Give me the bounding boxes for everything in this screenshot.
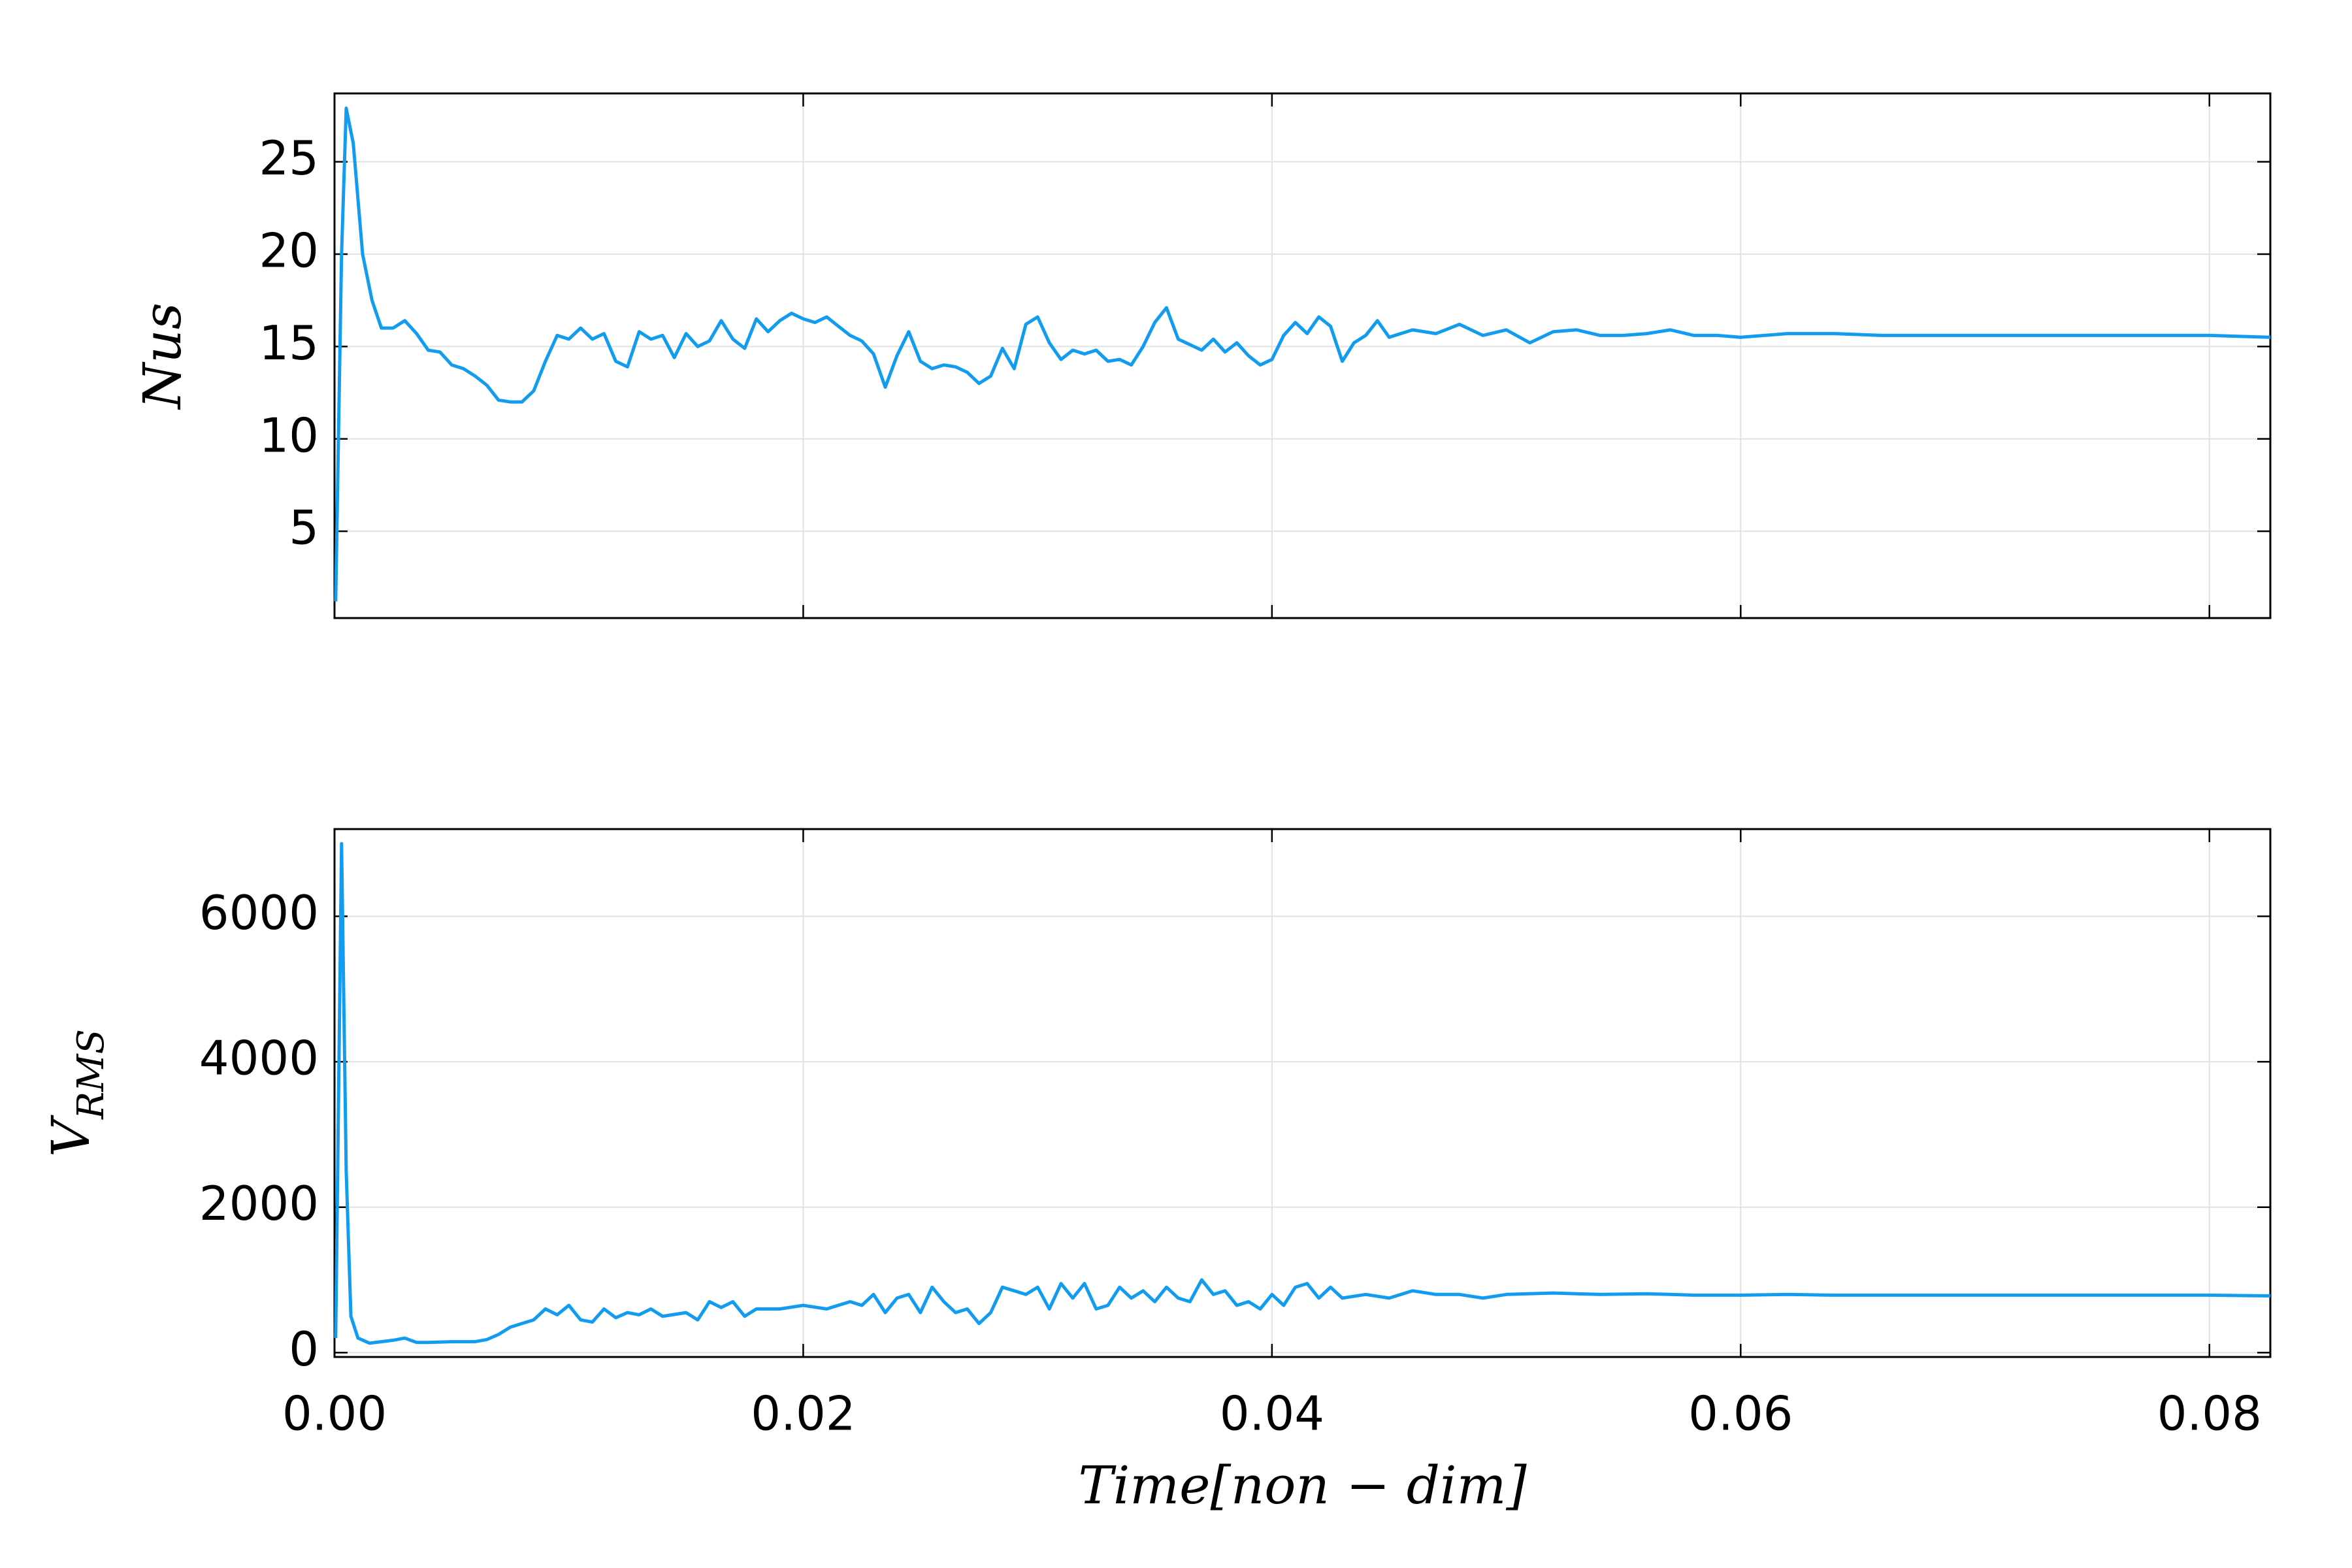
y-tick-label: 15: [259, 316, 319, 370]
x-tick-label: 0.04: [1220, 1386, 1324, 1441]
y-tick-label: 0: [289, 1322, 319, 1377]
y-tick-label: 5: [289, 500, 319, 555]
plot-frame: [333, 92, 2272, 619]
y-tick-label: 10: [259, 408, 319, 463]
y-tick-label: 2000: [199, 1176, 319, 1231]
y-tick-label: 20: [259, 223, 319, 278]
x-axis-label: Time[non − dim]: [1078, 1455, 1527, 1516]
plot-frame: [333, 828, 2272, 1358]
y-tick-label: 4000: [199, 1031, 319, 1086]
y-axis-label: VRMS: [41, 1029, 112, 1157]
y-axis-label-main: V: [41, 1115, 101, 1157]
data-line: [334, 841, 2271, 1345]
y-tick-label: 25: [259, 131, 319, 186]
x-tick-label: 0.06: [1688, 1386, 1793, 1441]
y-axis-label: Nus: [132, 302, 193, 410]
x-tick-label: 0.02: [751, 1386, 855, 1441]
x-tick-label: 0.08: [2157, 1386, 2262, 1441]
x-tick-label: 0.00: [282, 1386, 387, 1441]
y-tick-label: 6000: [199, 885, 319, 940]
y-axis-label-sub: RMS: [70, 1029, 112, 1120]
data-line: [334, 106, 2271, 602]
